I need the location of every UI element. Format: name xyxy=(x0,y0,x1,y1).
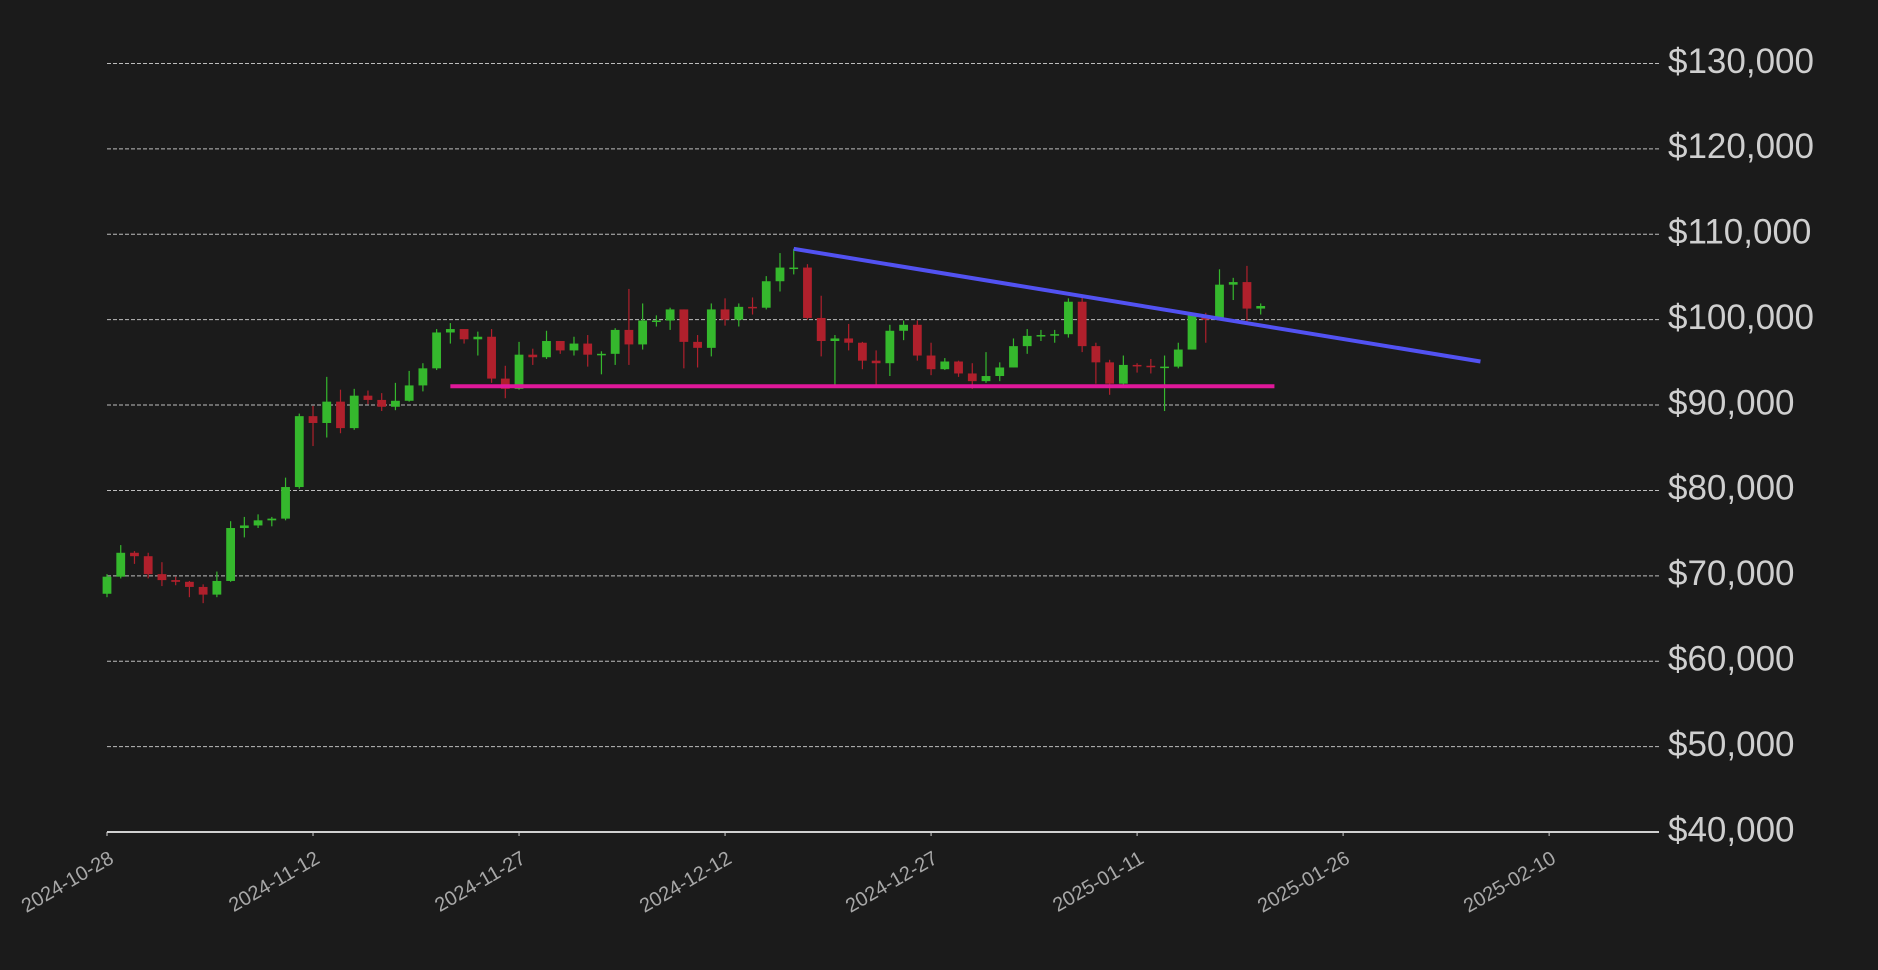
candle-body xyxy=(803,267,812,318)
candle-body xyxy=(445,329,455,333)
candle-body xyxy=(253,520,263,526)
candle-body xyxy=(844,338,854,343)
y-tick-label: $110,000 xyxy=(1668,213,1811,252)
candle-body xyxy=(198,586,208,595)
candle-body xyxy=(912,324,922,356)
candle-body xyxy=(789,267,799,270)
candle-body xyxy=(102,576,112,594)
candle-body xyxy=(185,581,194,587)
candle-body xyxy=(1118,364,1128,384)
trend-line xyxy=(793,246,1481,364)
candle-body xyxy=(1215,284,1224,320)
candle-body xyxy=(885,330,895,364)
y-tick-label: $60,000 xyxy=(1668,639,1795,678)
y-tick-label: $120,000 xyxy=(1668,127,1814,166)
candle-body xyxy=(1077,301,1087,347)
candle-body xyxy=(349,395,359,429)
candle-body xyxy=(459,329,469,340)
candle-body xyxy=(322,401,332,423)
candle-body xyxy=(926,355,936,370)
candle-body xyxy=(555,341,565,351)
candle-body xyxy=(1187,315,1197,350)
candle-body xyxy=(583,343,593,355)
candle-body xyxy=(226,528,236,581)
candle-body xyxy=(212,580,222,595)
candle-body xyxy=(391,400,400,407)
candle-body xyxy=(569,343,579,351)
candle-body xyxy=(981,376,991,382)
candle-body xyxy=(597,353,606,356)
candle-body xyxy=(487,336,496,379)
candle-body xyxy=(528,354,538,358)
candle-body xyxy=(1022,335,1032,347)
candle-body xyxy=(816,317,826,342)
candle-body xyxy=(748,306,757,309)
candle-body xyxy=(638,320,648,345)
y-tick-label: $130,000 xyxy=(1668,42,1814,81)
y-tick-label: $100,000 xyxy=(1668,298,1814,337)
candle-body xyxy=(267,518,277,521)
candle-body xyxy=(1105,362,1115,384)
candle-body xyxy=(1036,335,1046,337)
y-tick-label: $80,000 xyxy=(1668,469,1795,508)
candle-body xyxy=(1228,282,1238,285)
candle-body xyxy=(761,281,771,308)
candle-body xyxy=(1064,301,1073,335)
candle-body xyxy=(706,309,716,348)
candle-body xyxy=(610,329,620,354)
candle-body xyxy=(1009,346,1018,368)
candle-body xyxy=(679,309,689,342)
candle-body xyxy=(734,306,744,320)
candle-body xyxy=(130,552,139,557)
candle-body xyxy=(720,309,730,320)
candle-body xyxy=(624,329,634,345)
candle-body xyxy=(514,354,524,389)
candle-body xyxy=(651,320,661,323)
candle-body xyxy=(899,324,908,331)
candle-body xyxy=(116,552,126,577)
candle-body xyxy=(940,361,950,370)
candle-body xyxy=(308,416,318,423)
candle-body xyxy=(377,399,387,407)
candle-body xyxy=(281,487,290,519)
candle-body xyxy=(1050,334,1060,336)
candle-body xyxy=(1242,282,1252,309)
candle-body xyxy=(693,341,702,348)
candle-body xyxy=(473,336,483,340)
candle-body xyxy=(500,378,510,389)
candle-body xyxy=(336,401,345,429)
candle-body xyxy=(1132,364,1142,367)
y-tick-label: $50,000 xyxy=(1668,725,1795,764)
candle-body xyxy=(157,574,167,581)
candle-body xyxy=(171,580,181,582)
candle-body xyxy=(1160,366,1169,369)
y-tick-label: $90,000 xyxy=(1668,383,1795,422)
candle-body xyxy=(432,332,442,369)
candle-body xyxy=(143,556,153,575)
candle-body xyxy=(1173,349,1183,367)
candle-body xyxy=(363,395,373,400)
candle-body xyxy=(542,341,551,358)
candle-body xyxy=(967,373,977,382)
candle-body xyxy=(665,309,675,321)
candle-body xyxy=(830,338,840,342)
candle-body xyxy=(239,525,249,529)
candle-body xyxy=(418,368,428,386)
candle-body xyxy=(871,360,881,364)
y-tick-label: $70,000 xyxy=(1668,554,1795,593)
candle-body xyxy=(294,416,304,488)
candle-body xyxy=(1146,365,1156,368)
candle-body xyxy=(775,267,785,282)
candle-body xyxy=(954,361,963,374)
y-tick-label: $40,000 xyxy=(1668,810,1795,849)
candle-body xyxy=(1091,346,1101,363)
candle-body xyxy=(858,342,867,361)
candle-body xyxy=(1256,306,1266,309)
candle-body xyxy=(995,367,1005,377)
candle-body xyxy=(404,385,414,401)
